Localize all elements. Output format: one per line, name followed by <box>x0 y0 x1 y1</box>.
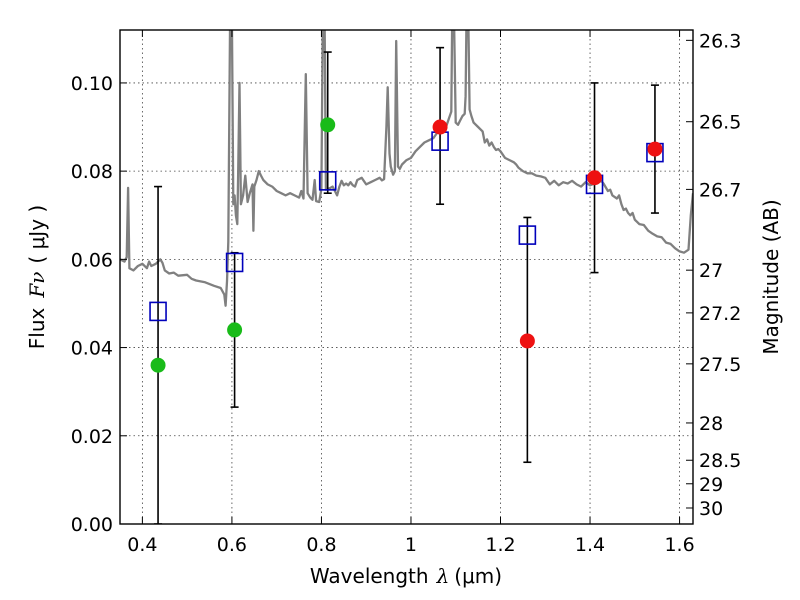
tick-layer: 0.4 0.6 0.8 1 1.2 1.4 1.6 0.00 0.02 0.04 0.06 0.08 0… <box>71 30 741 556</box>
mag-tick-label: 27 <box>699 260 723 282</box>
y2-axis-label: Magnitude (AB) <box>759 199 783 354</box>
infrared-data-point <box>519 333 535 349</box>
mag-tick-label: 29 <box>699 474 723 496</box>
x-tick-label: 1 <box>405 534 417 556</box>
infrared-data-point <box>647 141 663 157</box>
model-square-marker <box>149 301 167 322</box>
mag-tick-label: 26.5 <box>699 112 741 134</box>
x-tick-label: 1.4 <box>575 534 605 556</box>
x-tick-label: 0.8 <box>306 534 336 556</box>
y-axis-label: FluxFν( μJy ) <box>25 205 49 349</box>
x-axis-label: Wavelength λ (μm) <box>310 564 502 588</box>
mag-tick-label: 27.5 <box>699 354 741 376</box>
mag-tick-label: 28 <box>699 413 723 435</box>
y-tick-label: 0.00 <box>71 514 113 536</box>
model-square-marker <box>225 252 244 273</box>
x-tick-label: 1.6 <box>664 534 694 556</box>
y-tick-label: 0.04 <box>71 338 113 360</box>
mag-tick-label: 27.2 <box>699 303 741 325</box>
sed-curve <box>120 30 693 307</box>
y-tick-label: 0.08 <box>71 161 113 183</box>
x-tick-label: 0.4 <box>127 534 157 556</box>
mag-tick-label: 26.3 <box>699 30 741 52</box>
infrared-data-point <box>587 170 603 186</box>
model-square-marker <box>318 171 337 191</box>
optical-data-point <box>227 322 243 338</box>
x-tick-label: 0.6 <box>217 534 247 556</box>
y-tick-label: 0.10 <box>71 73 113 95</box>
x-tick-label: 1.2 <box>485 534 515 556</box>
infrared-data-point <box>432 119 448 135</box>
mag-tick-label: 28.5 <box>699 450 741 472</box>
y-tick-label: 0.02 <box>71 426 113 448</box>
plot-frame <box>119 29 694 525</box>
sed-layer <box>120 30 693 307</box>
marker-layer <box>149 117 664 373</box>
mag-tick-label: 30 <box>699 498 723 520</box>
optical-data-point <box>150 357 166 373</box>
mag-tick-label: 26.7 <box>699 179 741 201</box>
model-square-marker <box>518 225 537 245</box>
optical-data-point <box>320 117 336 133</box>
y-tick-label: 0.06 <box>71 249 113 271</box>
